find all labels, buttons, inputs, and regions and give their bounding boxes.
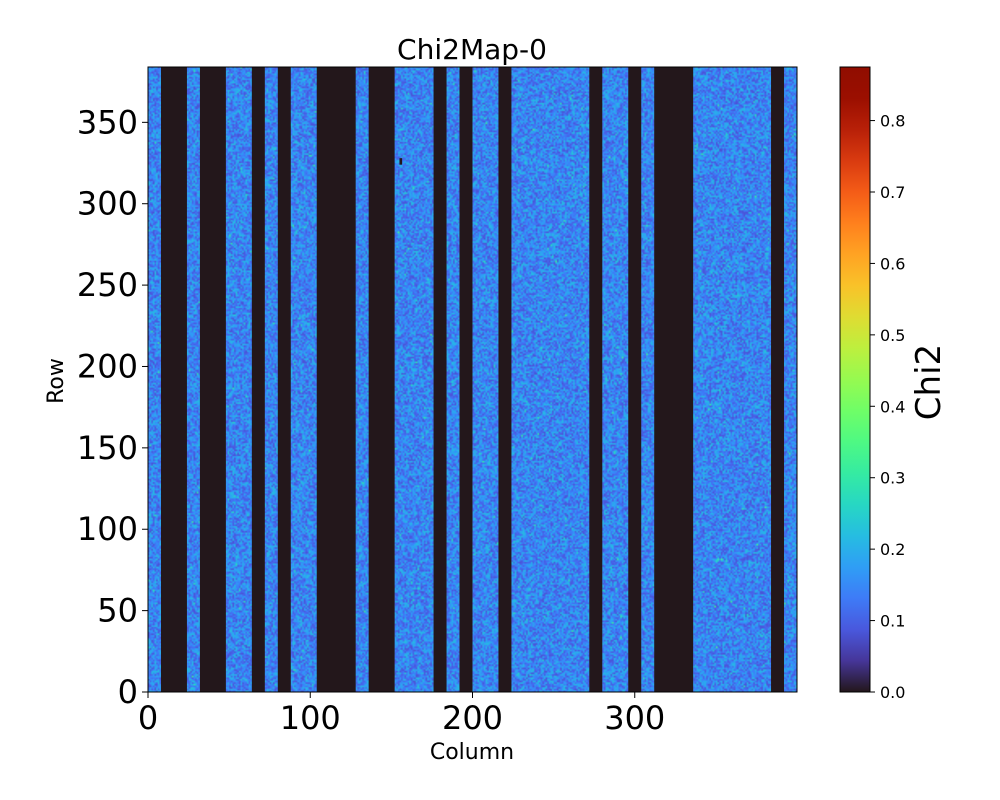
colorbar-tick-label-3: 0.3 <box>880 469 905 488</box>
x-tick-label-2: 200 <box>442 699 503 737</box>
zero-band-0 <box>160 67 187 692</box>
colorbar-tick-label-6: 0.6 <box>880 254 905 273</box>
x-tick-label-1: 100 <box>280 699 341 737</box>
y-tick-label-1: 50 <box>97 592 138 630</box>
mark-0 <box>399 158 403 165</box>
colorbar-tick-label-7: 0.7 <box>880 183 905 202</box>
colorbar-tick-label-4: 0.4 <box>880 397 905 416</box>
y-tick-label-3: 150 <box>77 429 138 467</box>
zero-band-8 <box>498 67 512 692</box>
zero-band-11 <box>654 67 694 692</box>
y-tick-label-7: 350 <box>77 103 138 141</box>
heatmap-plot-area <box>147 66 798 693</box>
colorbar-tick-label-1: 0.1 <box>880 612 905 631</box>
y-tick-label-4: 200 <box>77 347 138 385</box>
colorbar-ticks: 0.0 0.1 0.2 0.3 0.4 0.5 0.6 0.7 0.8 <box>870 112 905 702</box>
y-tick-label-6: 300 <box>77 185 138 223</box>
colorbar-label: Chi2 <box>909 344 949 420</box>
x-axis-label: Column <box>430 740 514 765</box>
zero-band-7 <box>459 67 473 692</box>
colorbar-tick-label-2: 0.2 <box>880 540 905 559</box>
y-axis-ticks: 0 50 100 150 200 250 300 350 <box>77 103 148 711</box>
zero-band-6 <box>433 67 447 692</box>
y-tick-label-0: 0 <box>118 673 138 711</box>
zero-band-2 <box>251 67 265 692</box>
chart-title: Chi2Map-0 <box>397 33 547 66</box>
colorbar-tick-label-8: 0.8 <box>880 112 905 131</box>
colorbar-tick-label-0: 0.0 <box>880 683 905 702</box>
y-tick-label-2: 100 <box>77 510 138 548</box>
y-axis-label: Row <box>44 358 69 404</box>
zero-band-9 <box>589 67 603 692</box>
x-axis-ticks: 0 100 200 300 <box>138 692 665 737</box>
zero-band-5 <box>368 67 395 692</box>
zero-band-10 <box>628 67 642 692</box>
colorbar-gradient <box>839 66 871 693</box>
zero-band-4 <box>316 67 356 692</box>
zero-bands <box>160 67 785 692</box>
zero-band-12 <box>771 67 785 692</box>
y-tick-label-5: 250 <box>77 266 138 304</box>
zero-band-1 <box>199 67 226 692</box>
heatmap-marks <box>399 158 403 165</box>
x-tick-label-0: 0 <box>138 699 158 737</box>
colorbar-tick-label-5: 0.5 <box>880 326 905 345</box>
x-tick-label-3: 300 <box>604 699 665 737</box>
zero-band-3 <box>277 67 291 692</box>
colorbar: 0.0 0.1 0.2 0.3 0.4 0.5 0.6 0.7 0.8 Chi2 <box>839 66 949 702</box>
